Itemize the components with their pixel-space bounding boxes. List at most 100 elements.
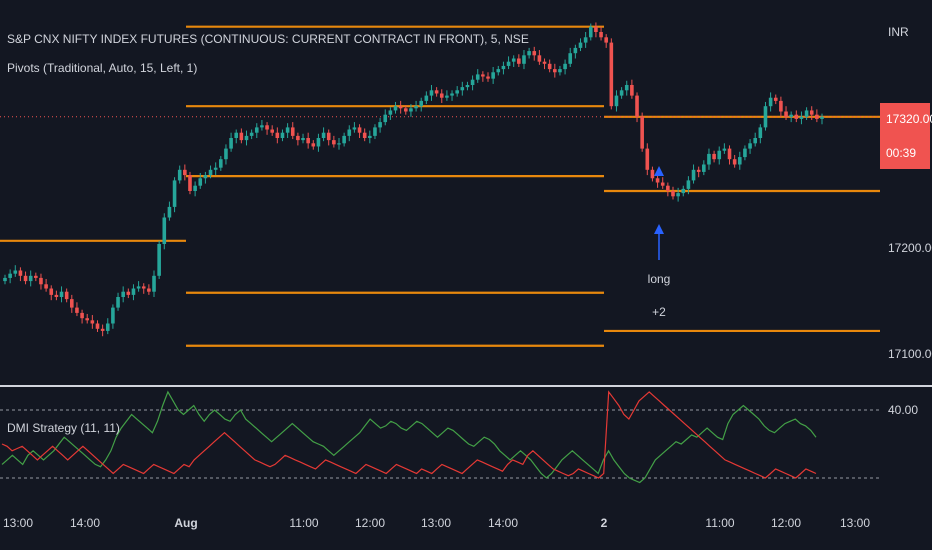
candle-body[interactable] <box>208 169 213 176</box>
candle-body[interactable] <box>362 132 367 138</box>
candle-body[interactable] <box>640 116 644 149</box>
candle-body[interactable] <box>326 132 331 141</box>
candle-body[interactable] <box>727 148 732 160</box>
candle-body[interactable] <box>152 275 156 292</box>
candle-body[interactable] <box>563 63 567 70</box>
candle-body[interactable] <box>789 114 793 117</box>
candle-body[interactable] <box>465 85 470 88</box>
candle-body[interactable] <box>558 69 562 73</box>
candle-body[interactable] <box>696 169 701 172</box>
candle-body[interactable] <box>357 127 362 133</box>
candle-body[interactable] <box>820 116 824 119</box>
candle-body[interactable] <box>90 320 95 324</box>
candle-body[interactable] <box>18 270 23 276</box>
candle-body[interactable] <box>511 58 516 62</box>
candle-body[interactable] <box>157 244 161 276</box>
candle-body[interactable] <box>347 129 352 136</box>
candle-body[interactable] <box>619 90 624 96</box>
candles[interactable] <box>3 22 824 337</box>
candle-body[interactable] <box>542 61 547 64</box>
candle-body[interactable] <box>450 93 454 96</box>
candle-body[interactable] <box>491 72 495 79</box>
candle-body[interactable] <box>388 110 393 115</box>
candle-body[interactable] <box>147 288 151 292</box>
candle-body[interactable] <box>707 153 711 165</box>
candle-body[interactable] <box>809 110 814 115</box>
candle-body[interactable] <box>527 51 531 56</box>
candle-body[interactable] <box>162 217 167 245</box>
candle-body[interactable] <box>676 193 680 197</box>
candle-body[interactable] <box>650 169 655 179</box>
candle-body[interactable] <box>352 127 357 130</box>
candle-body[interactable] <box>23 275 28 282</box>
candle-body[interactable] <box>213 167 218 170</box>
candle-body[interactable] <box>121 291 125 297</box>
candle-body[interactable] <box>414 106 418 109</box>
candle-body[interactable] <box>44 284 48 289</box>
candle-body[interactable] <box>85 318 90 321</box>
candle-body[interactable] <box>111 307 115 324</box>
candle-body[interactable] <box>439 93 444 98</box>
candle-body[interactable] <box>131 288 136 295</box>
candle-body[interactable] <box>275 132 280 138</box>
candle-body[interactable] <box>105 323 110 331</box>
candle-body[interactable] <box>599 32 603 38</box>
candle-body[interactable] <box>80 312 84 319</box>
candle-body[interactable] <box>547 63 552 70</box>
candle-body[interactable] <box>244 135 249 141</box>
candle-body[interactable] <box>285 127 290 133</box>
candle-body[interactable] <box>95 323 100 329</box>
candle-body[interactable] <box>691 169 696 181</box>
candle-body[interactable] <box>645 148 650 170</box>
candle-body[interactable] <box>290 127 295 136</box>
candle-body[interactable] <box>368 135 372 138</box>
candle-body[interactable] <box>234 132 239 138</box>
candle-body[interactable] <box>732 159 737 165</box>
candle-body[interactable] <box>3 277 7 282</box>
candle-body[interactable] <box>28 275 33 282</box>
candle-body[interactable] <box>229 138 233 149</box>
candle-body[interactable] <box>260 125 264 128</box>
candle-body[interactable] <box>722 148 727 151</box>
candle-body[interactable] <box>378 122 382 128</box>
candle-body[interactable] <box>517 58 521 64</box>
candle-body[interactable] <box>301 138 305 141</box>
candle-body[interactable] <box>332 140 336 145</box>
candle-body[interactable] <box>403 108 408 112</box>
candle-body[interactable] <box>702 164 706 172</box>
candle-body[interactable] <box>219 159 223 168</box>
candle-body[interactable] <box>537 55 542 62</box>
candle-body[interactable] <box>506 61 511 66</box>
candle-body[interactable] <box>13 270 18 274</box>
candle-body[interactable] <box>655 178 660 183</box>
candle-body[interactable] <box>419 100 424 107</box>
candle-body[interactable] <box>496 69 501 73</box>
candle-body[interactable] <box>588 26 593 38</box>
candle-body[interactable] <box>583 37 588 43</box>
candle-body[interactable] <box>815 114 819 119</box>
candle-body[interactable] <box>239 132 244 141</box>
candle-body[interactable] <box>265 125 269 130</box>
candle-body[interactable] <box>311 143 316 147</box>
candle-body[interactable] <box>393 106 398 111</box>
candle-body[interactable] <box>686 180 691 189</box>
time-axis[interactable]: 13:00 14:00 Aug 11:00 12:00 13:00 14:00 2 11:00 1… <box>3 516 870 530</box>
candle-body[interactable] <box>753 138 758 144</box>
candle-body[interactable] <box>779 100 783 112</box>
candle-body[interactable] <box>763 106 768 128</box>
candle-body[interactable] <box>100 328 105 331</box>
candle-body[interactable] <box>64 291 69 300</box>
candle-body[interactable] <box>429 90 434 96</box>
candle-body[interactable] <box>198 178 203 186</box>
candle-body[interactable] <box>136 286 141 289</box>
candle-body[interactable] <box>614 95 619 107</box>
candle-body[interactable] <box>409 108 413 112</box>
candle-body[interactable] <box>383 114 388 123</box>
candle-body[interactable] <box>553 69 557 73</box>
candle-body[interactable] <box>522 55 526 64</box>
candle-body[interactable] <box>280 132 285 138</box>
candle-body[interactable] <box>681 188 686 194</box>
candle-body[interactable] <box>481 74 485 77</box>
candle-body[interactable] <box>743 148 747 158</box>
